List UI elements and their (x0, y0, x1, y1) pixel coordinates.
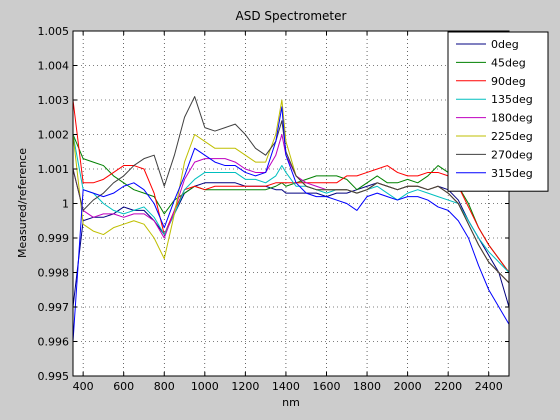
series-layer (73, 96, 509, 342)
x-tick-label: 2000 (394, 380, 422, 393)
y-tick-label: 1 (62, 198, 69, 211)
series-line-90deg (73, 99, 509, 273)
x-tick-label: 2200 (434, 380, 462, 393)
y-tick-label: 1.002 (38, 129, 70, 142)
x-tick-label: 1000 (191, 380, 219, 393)
legend-label: 270deg (491, 148, 533, 161)
legend-label: 135deg (491, 93, 533, 106)
y-tick-label: 0.995 (38, 370, 70, 383)
y-tick-label: 0.996 (38, 336, 70, 349)
x-tick-label: 600 (113, 380, 134, 393)
series-line-315deg (73, 106, 509, 342)
y-axis-label: Measured/reference (16, 148, 29, 258)
x-tick-label: 1400 (272, 380, 300, 393)
legend-label: 0deg (491, 38, 519, 51)
x-tick-label: 1200 (231, 380, 259, 393)
legend-label: 180deg (491, 112, 533, 125)
series-line-135deg (73, 134, 509, 273)
grid-layer (73, 30, 509, 377)
y-tick-label: 0.997 (38, 301, 70, 314)
y-tick-label: 1.004 (38, 60, 70, 73)
x-tick-label: 800 (154, 380, 175, 393)
x-axis-label: nm (282, 396, 300, 409)
tick-layer: 400 600 800 1000 1200 1400 1600 1800 2000 2200 240… (38, 25, 509, 393)
y-tick-label: 0.999 (38, 232, 70, 245)
y-tick-label: 0.998 (38, 267, 70, 280)
plot-background (73, 31, 509, 376)
x-tick-label: 1600 (312, 380, 340, 393)
legend-label: 315deg (491, 167, 533, 180)
x-tick-label: 2400 (475, 380, 503, 393)
chart-title: ASD Spectrometer (236, 9, 347, 23)
y-tick-label: 1.003 (38, 94, 70, 107)
legend-label: 90deg (491, 75, 526, 88)
legend-label: 45deg (491, 56, 526, 69)
legend: 0deg 45deg 90deg 135deg 180deg 225deg 270deg 31… (447, 31, 549, 192)
y-tick-label: 1.001 (38, 163, 70, 176)
legend-box (447, 31, 549, 192)
legend-label: 225deg (491, 130, 533, 143)
x-tick-label: 1800 (353, 380, 381, 393)
y-tick-label: 1.005 (38, 25, 70, 38)
x-tick-label: 400 (73, 380, 94, 393)
